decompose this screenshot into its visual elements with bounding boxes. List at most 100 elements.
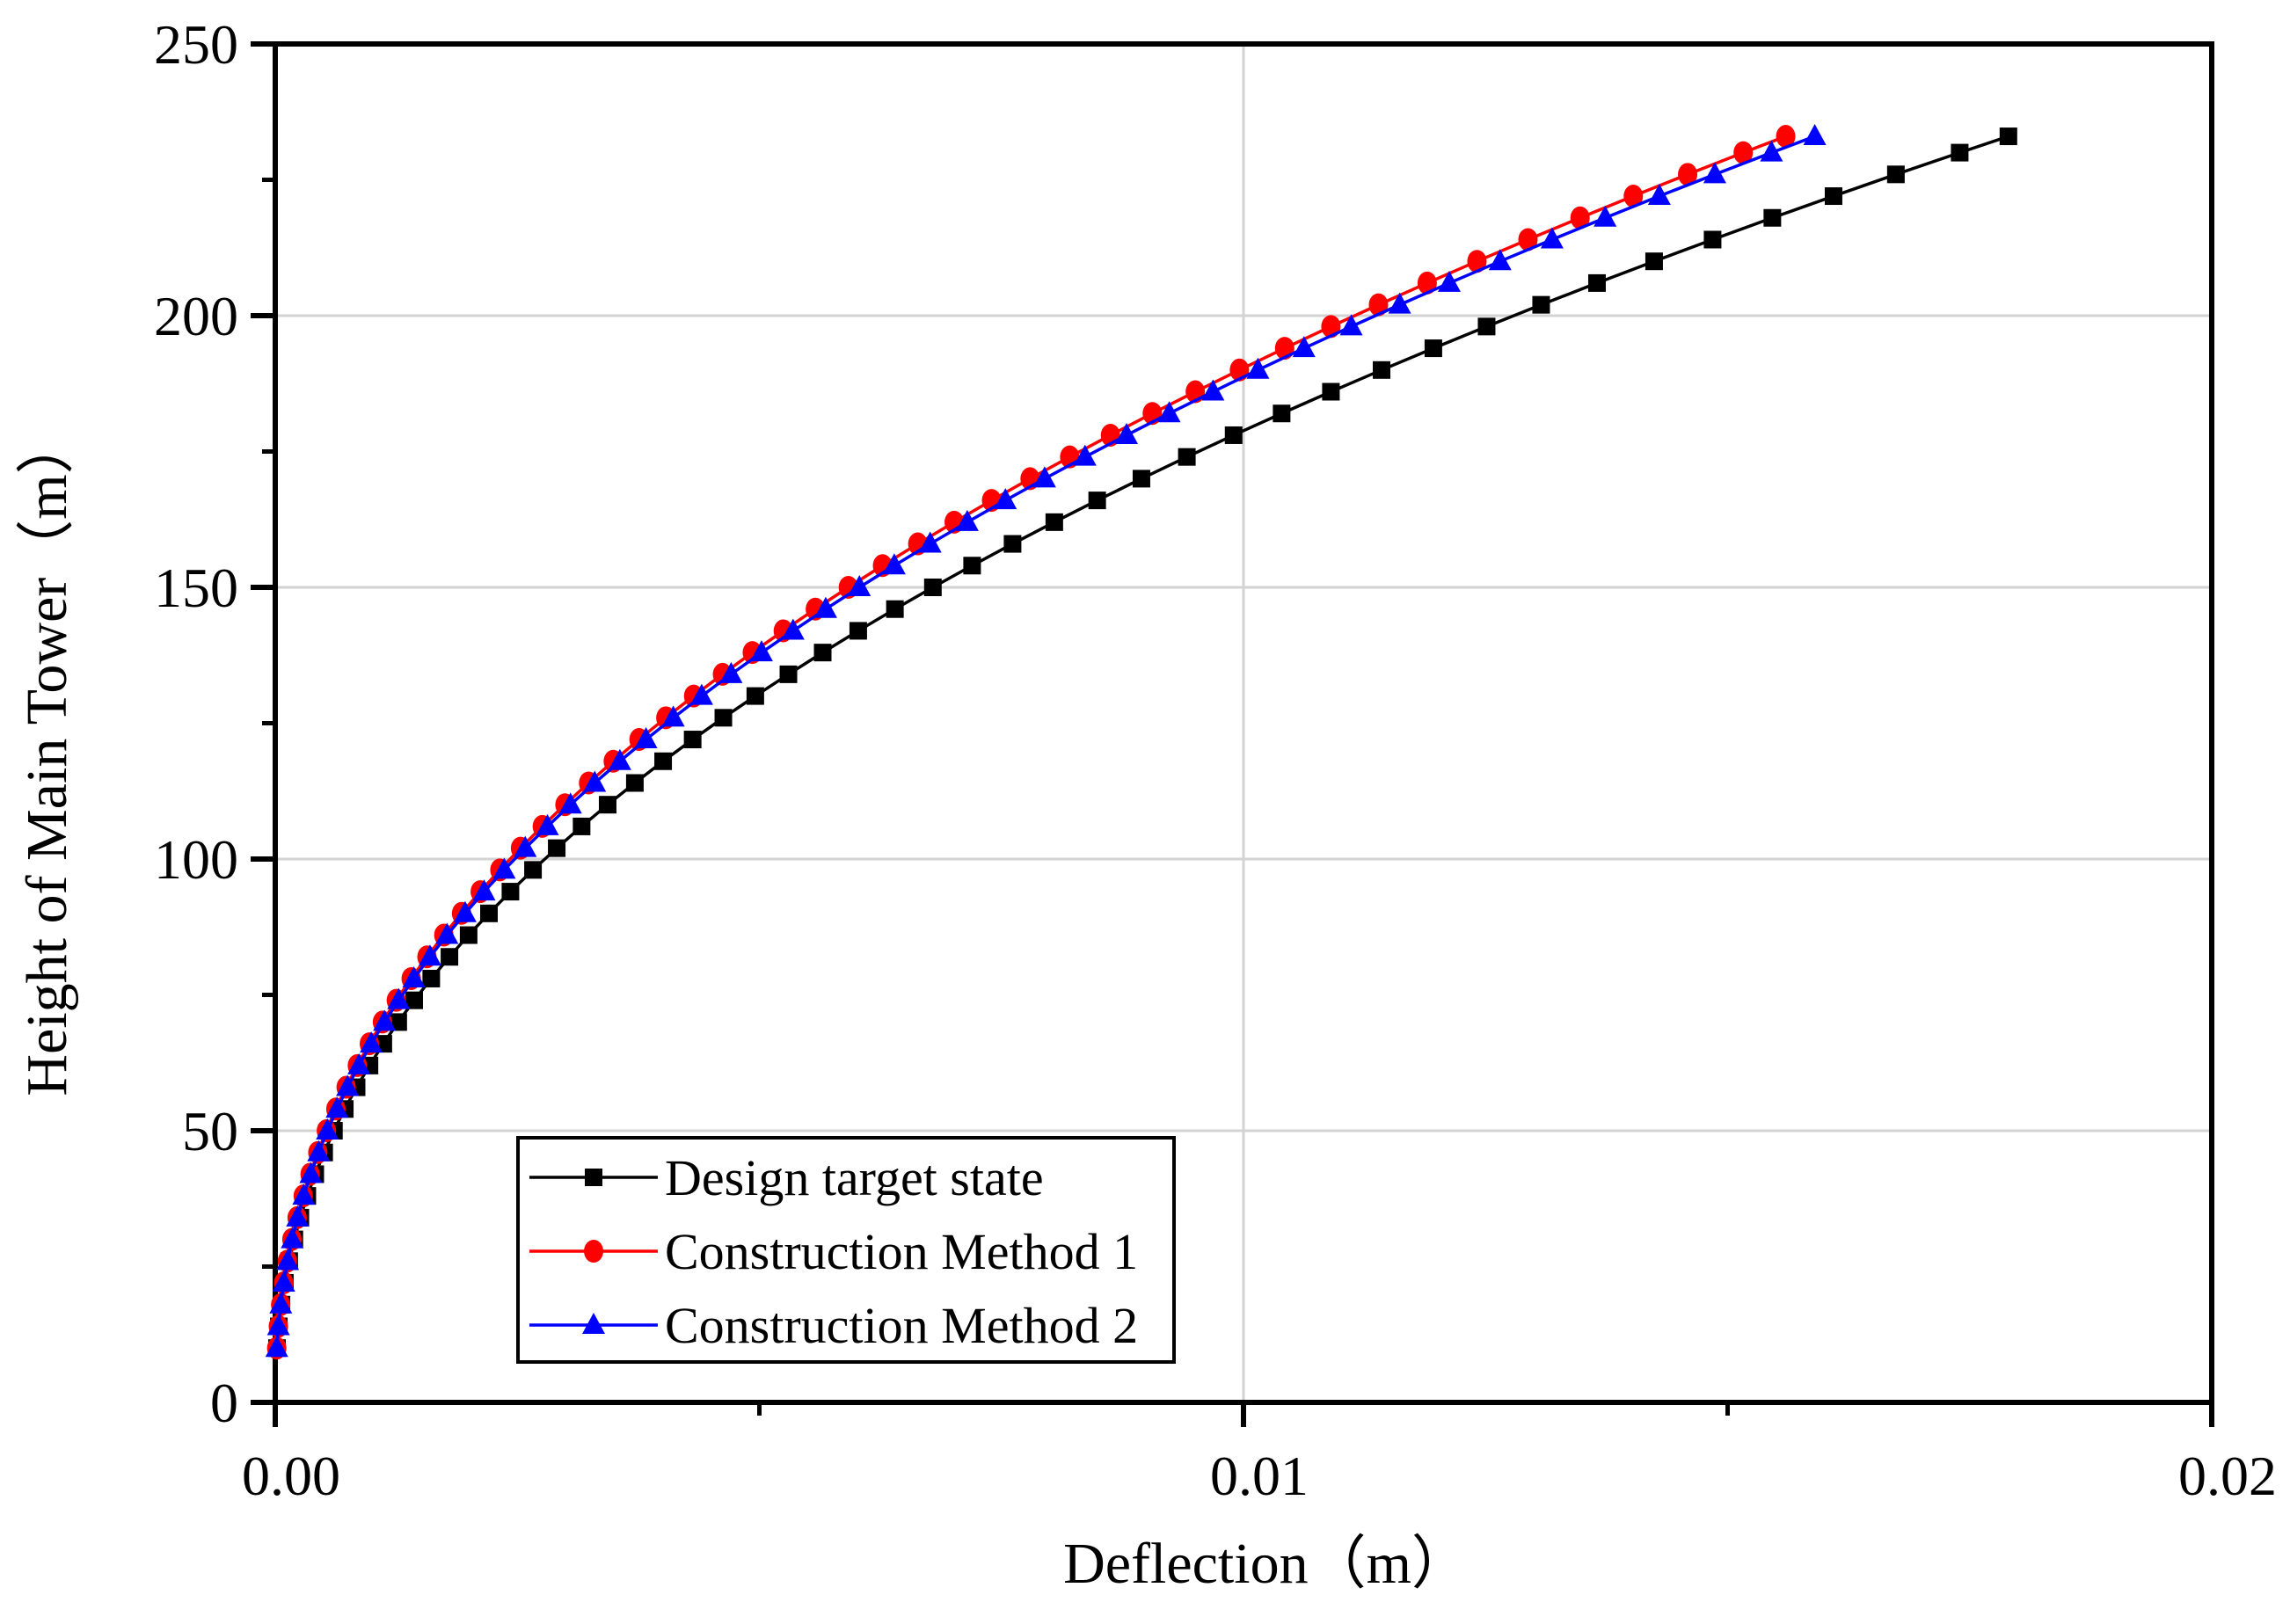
triangle-marker [1594,205,1617,227]
y-tick-label: 200 [154,285,238,347]
square-marker [1951,143,1969,162]
triangle-marker [719,661,743,683]
triangle-marker [1339,314,1363,336]
triangle-marker [813,596,837,618]
legend-entry: Design target state [529,1149,1044,1206]
triangle-marker [582,1313,605,1334]
y-axis-title: Height of Main Tower（m） [15,416,79,1096]
triangle-marker [347,1052,371,1074]
triangle-marker [1540,227,1564,249]
triangle-marker [316,1118,339,1140]
triangle-marker [1488,249,1512,271]
circle-marker [1467,250,1487,273]
square-marker [1824,187,1842,206]
triangle-marker [882,553,906,575]
square-marker [1477,317,1496,336]
triangle-marker [1073,444,1097,466]
square-marker [1886,165,1905,184]
triangle-marker [1032,466,1056,488]
axis-ticks [251,41,2214,1427]
square-marker [441,948,459,966]
triangle-marker [661,705,685,727]
square-marker [1424,339,1442,358]
circle-marker [1417,271,1437,295]
triangle-marker [749,640,773,662]
square-marker [405,991,423,1009]
triangle-marker [955,509,979,531]
triangle-marker [1647,184,1671,206]
circle-marker [1623,185,1644,208]
square-marker [849,622,867,640]
circle-marker [1678,163,1698,186]
triangle-marker [1157,401,1181,423]
triangle-marker [918,531,942,553]
square-marker [654,752,673,770]
square-marker [1322,382,1340,401]
triangle-marker [276,1249,300,1271]
triangle-marker [689,683,713,705]
triangle-marker [435,922,459,944]
triangle-marker [418,944,441,966]
legend-label: Design target state [665,1149,1044,1206]
triangle-marker [848,575,872,596]
triangle-marker [1292,336,1316,358]
square-marker [683,731,702,749]
triangle-marker [336,1074,360,1096]
square-marker [479,904,498,922]
triangle-marker [492,857,516,879]
square-marker [886,600,904,618]
triangle-marker [453,900,477,922]
triangle-marker [514,835,537,857]
triangle-marker [269,1292,293,1314]
triangle-marker [1703,162,1726,184]
square-marker [1587,273,1606,292]
square-marker [1045,513,1063,531]
triangle-marker [299,1162,323,1183]
triangle-marker [994,488,1017,510]
tick-labels: 0 50 100 150 200 250 0.00 0.01 0.02 [154,13,2277,1507]
y-tick-label: 0 [210,1372,238,1434]
square-marker [459,926,478,944]
triangle-marker [387,987,411,1009]
square-marker [524,861,543,879]
square-marker [1999,127,2017,146]
square-marker [389,1013,407,1031]
data-series [265,124,2017,1360]
triangle-marker [558,792,582,814]
triangle-marker [781,618,805,640]
square-marker [625,774,644,792]
square-marker [1088,492,1106,510]
x-axis-title: Deflection（m） [1063,1532,1470,1596]
square-marker [1532,295,1550,314]
square-marker [548,839,566,857]
x-tick-label: 0.02 [2178,1445,2277,1507]
triangle-marker [1803,124,1827,146]
square-marker [1224,426,1243,444]
triangle-marker [583,770,607,792]
circle-marker [1570,206,1590,229]
circle-marker [1733,141,1754,164]
y-tick-label: 150 [154,557,238,619]
triangle-marker [373,1009,397,1031]
square-marker [1703,230,1722,249]
triangle-marker [286,1205,310,1227]
legend: Design target state Construction Method 1… [516,1136,1176,1364]
triangle-marker [1760,140,1783,162]
gridlines [278,47,2209,1400]
triangle-marker [272,1271,295,1293]
square-marker [963,557,981,575]
y-tick-label: 250 [154,13,238,76]
legend-entry: Construction Method 2 [529,1297,1138,1354]
triangle-marker [1114,422,1138,444]
square-marker [598,796,616,814]
triangle-marker [536,813,559,835]
square-marker [585,1169,602,1186]
circle-marker [584,1240,603,1263]
legend-label: Construction Method 1 [665,1223,1138,1280]
square-marker [714,709,733,727]
x-tick-label: 0.00 [242,1445,340,1507]
triangle-marker [292,1183,316,1205]
triangle-marker [1437,270,1461,292]
